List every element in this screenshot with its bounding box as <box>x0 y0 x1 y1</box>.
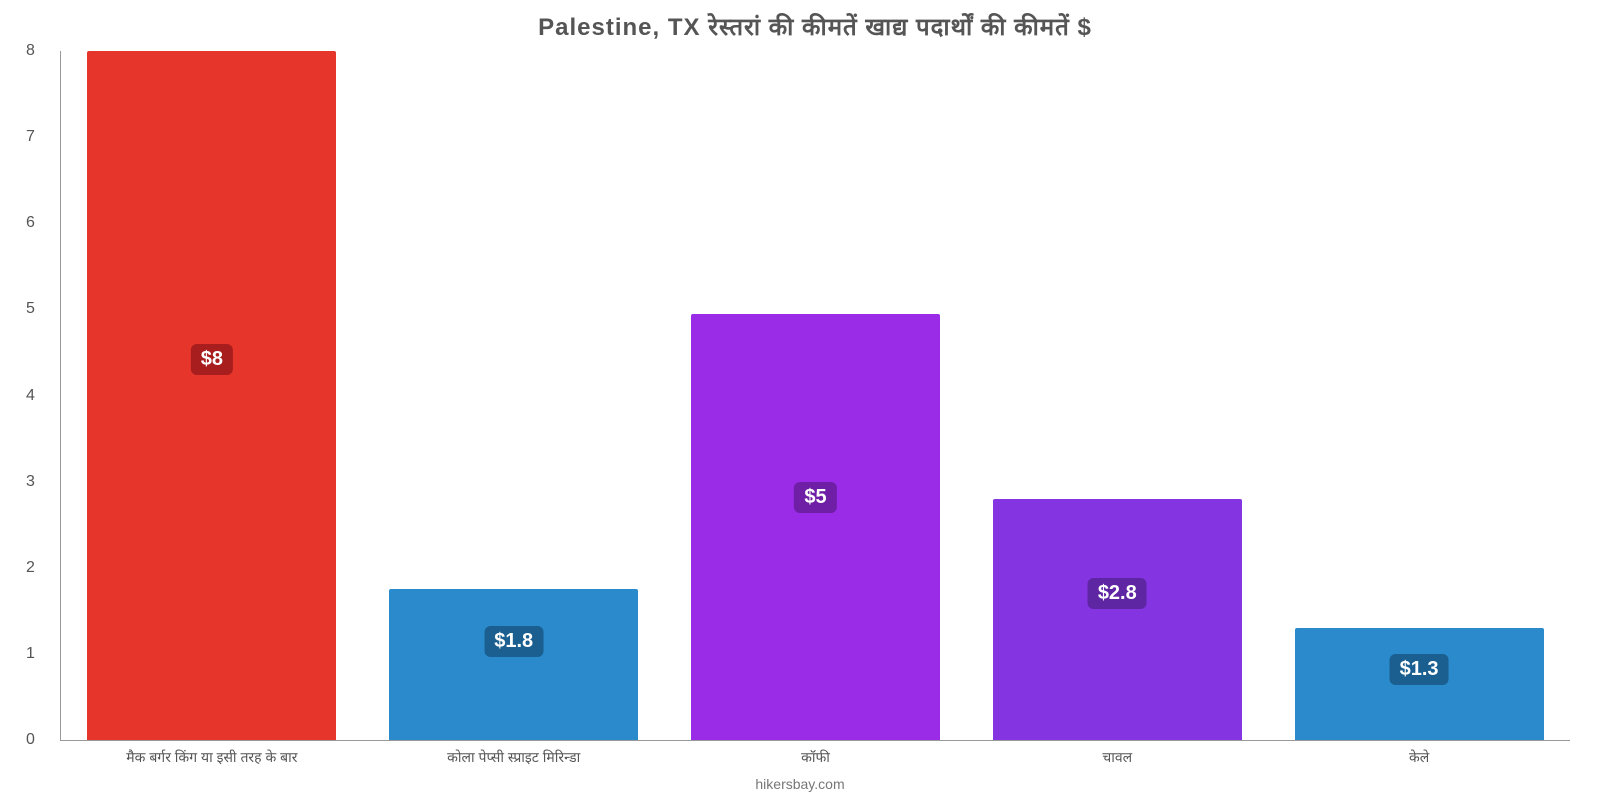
y-tick: 0 <box>26 731 35 749</box>
bar <box>87 51 336 740</box>
y-tick: 6 <box>26 214 35 232</box>
bar <box>389 589 638 740</box>
y-tick: 2 <box>26 559 35 577</box>
bar-value-label: $1.8 <box>484 626 543 657</box>
chart-container: Palestine, TX रेस्तरां की कीमतें खाद्य प… <box>0 0 1600 800</box>
y-tick: 5 <box>26 300 35 318</box>
x-category-label: कॉफी <box>801 748 830 767</box>
bar-group: $1.8कोला पेप्सी स्प्राइट मिरिन्डा <box>389 51 638 740</box>
bar-group: $5कॉफी <box>691 51 940 740</box>
y-tick: 8 <box>26 42 35 60</box>
bar-group: $1.3केले <box>1295 51 1544 740</box>
bar-value-label: $5 <box>794 482 836 513</box>
x-category-label: कोला पेप्सी स्प्राइट मिरिन्डा <box>447 748 580 767</box>
plot-area: 012345678$8मैक बर्गर किंग या इसी तरह के … <box>60 51 1570 741</box>
x-category-label: केले <box>1409 748 1429 767</box>
bar-value-label: $2.8 <box>1088 578 1147 609</box>
y-tick: 4 <box>26 387 35 405</box>
bar-value-label: $8 <box>191 344 233 375</box>
bar-group: $8मैक बर्गर किंग या इसी तरह के बार <box>87 51 336 740</box>
bar <box>691 314 940 740</box>
y-tick: 3 <box>26 473 35 491</box>
bar <box>993 499 1242 740</box>
bar-value-label: $1.3 <box>1390 654 1449 685</box>
x-category-label: चावल <box>1102 748 1132 767</box>
y-tick: 7 <box>26 128 35 146</box>
credit-text: hikersbay.com <box>755 776 844 792</box>
y-tick: 1 <box>26 645 35 663</box>
bar-group: $2.8चावल <box>993 51 1242 740</box>
x-category-label: मैक बर्गर किंग या इसी तरह के बार <box>126 748 297 767</box>
chart-title: Palestine, TX रेस्तरां की कीमतें खाद्य प… <box>60 10 1570 43</box>
